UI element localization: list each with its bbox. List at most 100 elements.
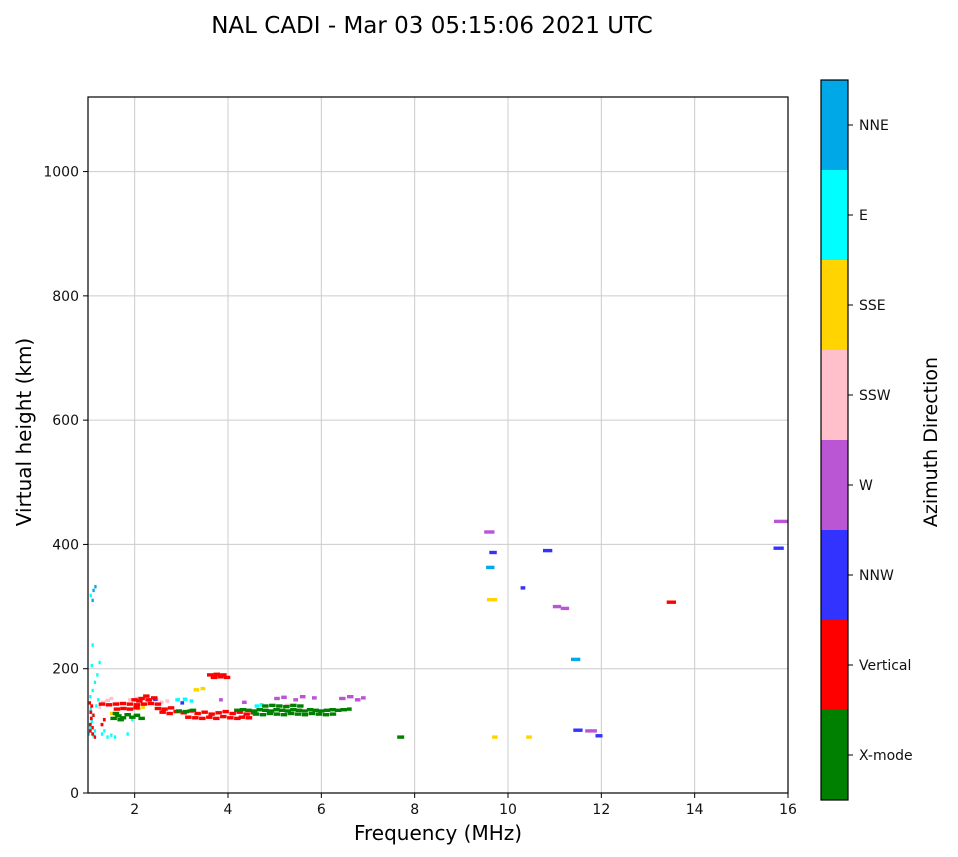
data-point-X-mode (306, 708, 314, 712)
data-point-E (113, 735, 117, 739)
data-point-SSE (526, 735, 532, 739)
data-point-X-mode (245, 708, 252, 712)
data-point-Vertical (201, 710, 208, 714)
data-point-X-mode (110, 716, 117, 721)
data-point-Vertical (92, 713, 95, 717)
data-point-X-mode (278, 708, 286, 712)
data-point-NNE (92, 588, 95, 593)
data-point-W (484, 530, 495, 534)
data-point-Vertical (234, 716, 241, 721)
data-point-Vertical (220, 673, 227, 677)
data-point-Vertical (98, 702, 106, 706)
data-point-X-mode (340, 708, 347, 712)
colorbar-tick-label-SSE: SSE (859, 298, 886, 314)
data-point-Vertical (89, 710, 93, 714)
data-point-Vertical (213, 716, 220, 721)
data-point-X-mode (308, 711, 316, 716)
data-point-W (585, 729, 597, 733)
data-point-X-mode (269, 703, 276, 708)
colorbar-segment-NNE (821, 80, 848, 171)
data-point-E (93, 729, 97, 733)
x-tick-label: 8 (410, 802, 419, 818)
data-point-Vertical (140, 702, 148, 706)
data-point-Vertical (167, 706, 175, 710)
data-point-X-mode (175, 709, 183, 713)
data-point-W (560, 606, 570, 611)
data-point-Vertical (90, 704, 94, 708)
data-point-X-mode (301, 709, 308, 713)
data-point-NNW (543, 548, 553, 553)
data-point-Vertical (105, 703, 113, 707)
data-point-W (354, 698, 361, 702)
data-point-Vertical (100, 722, 104, 727)
y-tick-label: 800 (52, 289, 79, 305)
data-point-E (103, 729, 106, 733)
colorbar-tick-label-Vertical: Vertical (859, 658, 911, 674)
data-point-Vertical (217, 675, 224, 679)
data-point-X-mode (129, 715, 136, 719)
data-point-X-mode (276, 704, 283, 708)
y-tick-label: 600 (52, 413, 79, 429)
data-point-SSE (487, 598, 498, 602)
data-point-Vertical (143, 694, 150, 698)
data-point-W (339, 696, 346, 701)
colorbar-segment-E (821, 170, 848, 261)
data-point-NNW (489, 550, 497, 555)
colorbar-tick-label-E: E (859, 208, 868, 224)
data-point-Vertical (120, 706, 127, 711)
data-point-Vertical (89, 716, 93, 721)
colorbar-tick-label-NNW: NNW (859, 568, 894, 584)
data-point-X-mode (295, 708, 303, 712)
data-point-X-mode (252, 712, 260, 716)
data-point-E (259, 703, 264, 707)
data-point-Vertical (210, 675, 218, 680)
data-point-NNW (180, 701, 185, 705)
data-point-X-mode (262, 704, 269, 708)
data-point-SSW (128, 698, 132, 702)
data-point-X-mode (138, 716, 145, 721)
data-point-X-mode (284, 709, 291, 713)
data-point-W (312, 696, 317, 700)
colorbar-segment-SSE (821, 260, 848, 351)
data-point-X-mode (283, 704, 290, 709)
data-point-Vertical (192, 716, 199, 720)
data-point-X-mode (273, 708, 280, 712)
data-point-NNE (94, 585, 97, 589)
data-point-Vertical (215, 711, 222, 715)
data-point-X-mode (250, 709, 258, 713)
data-point-X-mode (182, 709, 190, 714)
data-point-W (552, 604, 562, 609)
data-point-Vertical (88, 701, 91, 705)
x-tick-label: 10 (499, 802, 517, 818)
data-point-Vertical (185, 715, 192, 719)
chart-title: NAL CADI - Mar 03 05:15:06 2021 UTC (211, 13, 653, 39)
data-point-X-mode (397, 735, 405, 739)
data-point-X-mode (280, 713, 288, 717)
data-point-Vertical (159, 710, 166, 714)
data-point-NNW (595, 734, 603, 738)
data-point-W (299, 695, 306, 699)
colorbar-frame (820, 79, 849, 801)
data-point-W (774, 519, 788, 524)
data-point-E (89, 707, 92, 711)
data-point-NNW (520, 586, 526, 590)
data-point-E (93, 680, 97, 685)
data-point-Vertical (112, 702, 120, 706)
data-point-E (175, 698, 180, 702)
data-point-X-mode (133, 713, 141, 717)
data-point-X-mode (329, 708, 336, 712)
data-point-Vertical (147, 701, 155, 706)
data-point-E (90, 663, 93, 668)
data-point-E (97, 698, 100, 702)
data-point-X-mode (115, 714, 122, 718)
data-point-W (281, 695, 287, 699)
data-point-X-mode (234, 708, 241, 712)
data-point-X-mode (290, 708, 297, 712)
data-point-SSW (165, 699, 170, 703)
data-point-Vertical (88, 729, 92, 733)
data-point-Vertical (238, 715, 246, 719)
data-point-SSW (109, 696, 114, 701)
data-point-E (95, 704, 98, 708)
data-point-E (96, 673, 99, 677)
data-point-W (347, 695, 354, 699)
